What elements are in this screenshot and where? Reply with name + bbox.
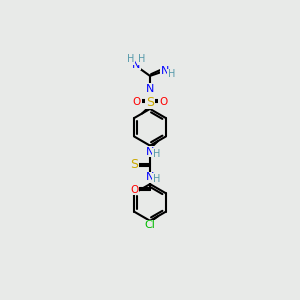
Text: S: S — [146, 96, 154, 109]
Text: N: N — [146, 84, 154, 94]
Text: H: H — [127, 54, 134, 64]
Text: H: H — [153, 174, 160, 184]
Text: H: H — [138, 54, 146, 64]
Text: O: O — [133, 97, 141, 107]
Text: N: N — [146, 147, 154, 157]
Text: Cl: Cl — [145, 220, 155, 230]
Text: S: S — [130, 158, 139, 171]
Text: N: N — [132, 59, 140, 70]
Text: N: N — [146, 172, 154, 182]
Text: O: O — [159, 97, 167, 107]
Text: H: H — [168, 69, 175, 79]
Text: O: O — [130, 184, 139, 195]
Text: N: N — [161, 66, 169, 76]
Text: H: H — [153, 148, 160, 159]
